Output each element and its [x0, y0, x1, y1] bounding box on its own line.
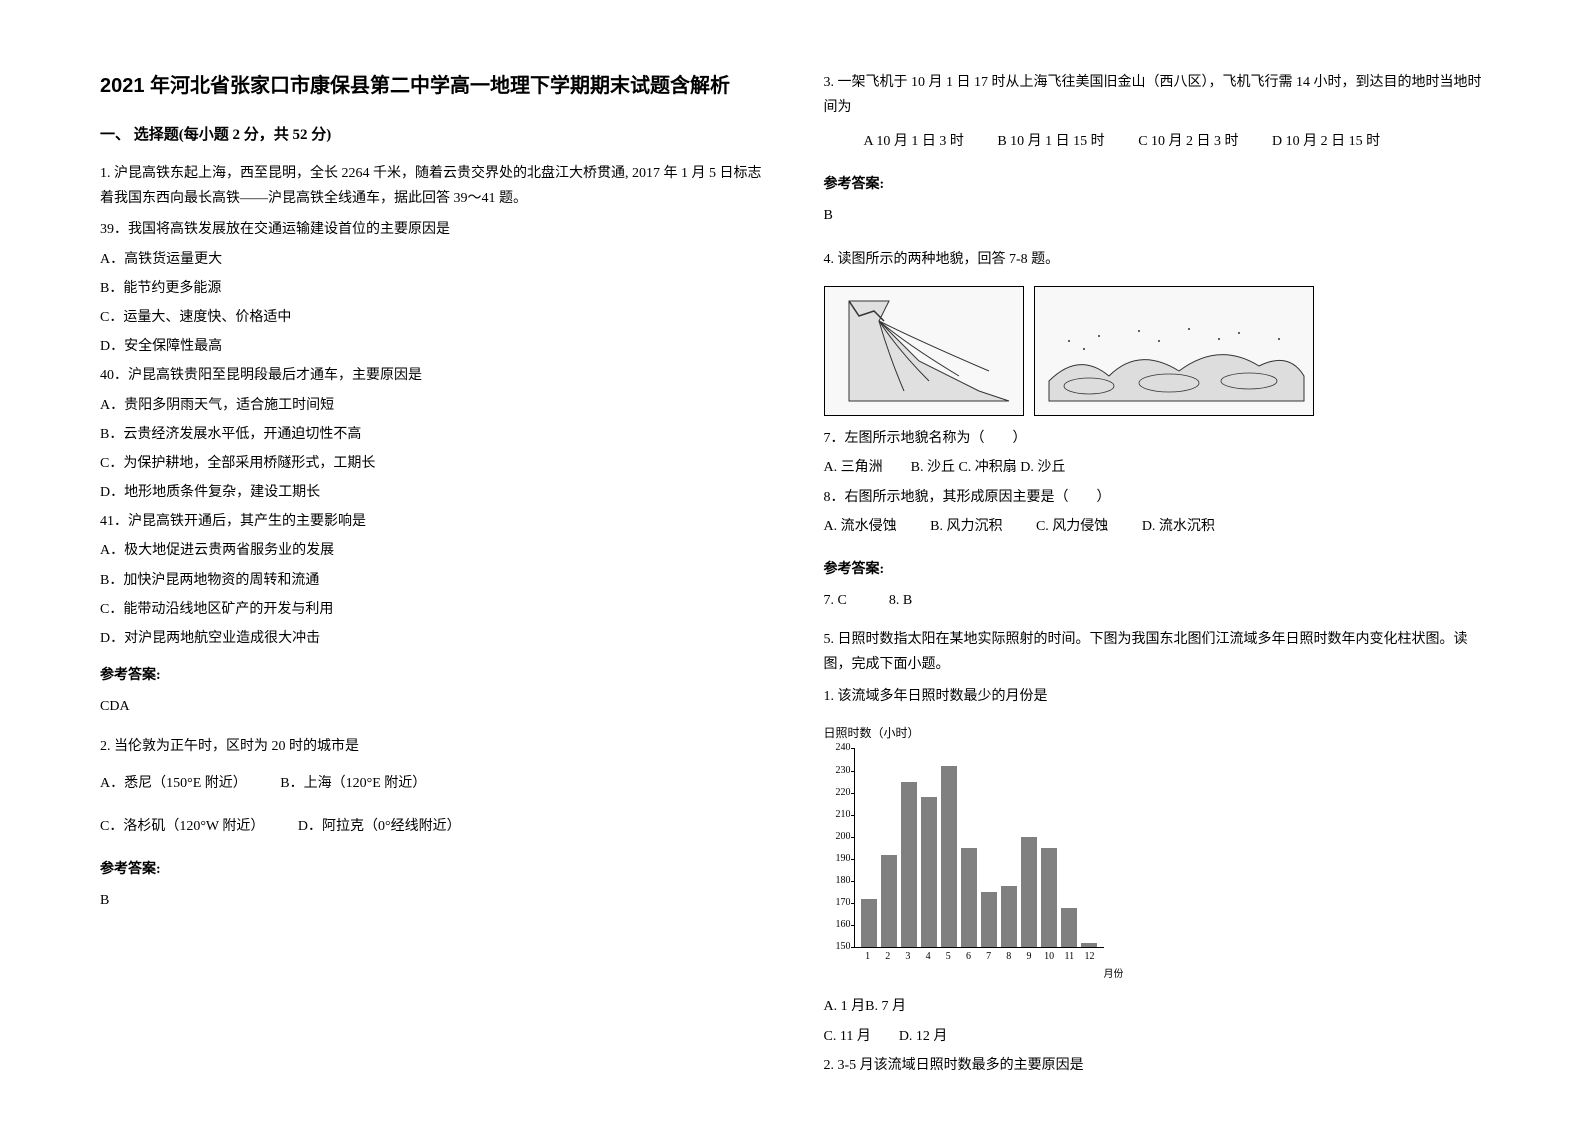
- answer-4: 7. C 8. B: [824, 588, 1488, 613]
- q39-opt-b: B．能节约更多能源: [100, 276, 764, 301]
- chart-bar: [861, 899, 877, 948]
- sand-dunes-icon: [1039, 291, 1309, 411]
- x-axis: 123456789101112: [854, 948, 1104, 966]
- answer-3: B: [824, 203, 1488, 228]
- chart-bar: [921, 797, 937, 947]
- q2-text: 2. 当伦敦为正午时，区时为 20 时的城市是: [100, 734, 764, 759]
- q3-opt-a: A 10 月 1 日 3 时: [864, 129, 964, 154]
- x-tick: 12: [1079, 948, 1099, 966]
- q2-opt-b: B．上海（120°E 附近）: [280, 771, 426, 796]
- alluvial-fan-icon: [829, 291, 1019, 411]
- x-tick: 3: [898, 948, 918, 966]
- chart-bar: [881, 855, 897, 948]
- q4-text: 4. 读图所示的两种地貌，回答 7-8 题。: [824, 247, 1488, 272]
- q2-opt-c: C．洛杉矶（120°W 附近）: [100, 814, 264, 839]
- right-column: 3. 一架飞机于 10 月 1 日 17 时从上海飞往美国旧金山（西八区），飞机…: [824, 70, 1488, 1082]
- figure-row: [824, 286, 1488, 416]
- q5-sub1: 1. 该流域多年日照时数最少的月份是: [824, 684, 1488, 709]
- q7-text: 7．左图所示地貌名称为（ ）: [824, 426, 1488, 451]
- q3-opt-c: C 10 月 2 日 3 时: [1138, 129, 1238, 154]
- chart-bar: [1081, 943, 1097, 947]
- answer-label-3: 参考答案:: [824, 172, 1488, 197]
- x-axis-label: 月份: [824, 966, 1124, 984]
- answer-1: CDA: [100, 694, 764, 719]
- y-axis: 240230220210200190180170160150: [825, 748, 851, 947]
- q8-opts: A. 流水侵蚀 B. 风力沉积 C. 风力侵蚀 D. 流水沉积: [824, 514, 1488, 543]
- q5-opts1: A. 1 月B. 7 月: [824, 994, 1488, 1019]
- q5-opts2: C. 11 月 D. 12 月: [824, 1024, 1488, 1049]
- q40-opt-d: D．地形地质条件复杂，建设工期长: [100, 480, 764, 505]
- q8-opt-c: C. 风力侵蚀: [1036, 514, 1108, 539]
- figure-alluvial-fan: [824, 286, 1024, 416]
- q7-opts: A. 三角洲 B. 沙丘 C. 冲积扇 D. 沙丘: [824, 455, 1488, 480]
- x-tick: 11: [1059, 948, 1079, 966]
- q40-opt-a: A．贵阳多阴雨天气，适合施工时间短: [100, 393, 764, 418]
- section-header: 一、 选择题(每小题 2 分，共 52 分): [100, 122, 764, 149]
- x-tick: 10: [1039, 948, 1059, 966]
- x-tick: 1: [858, 948, 878, 966]
- q39-opt-d: D．安全保障性最高: [100, 334, 764, 359]
- x-tick: 8: [999, 948, 1019, 966]
- chart-bar: [901, 782, 917, 948]
- chart-bar: [961, 848, 977, 948]
- chart-bar: [1001, 886, 1017, 948]
- q39-opt-a: A．高铁货运量更大: [100, 247, 764, 272]
- x-tick: 5: [938, 948, 958, 966]
- chart-bar: [1021, 837, 1037, 948]
- page-title: 2021 年河北省张家口市康保县第二中学高一地理下学期期末试题含解析: [100, 70, 764, 102]
- left-column: 2021 年河北省张家口市康保县第二中学高一地理下学期期末试题含解析 一、 选择…: [100, 70, 764, 1082]
- q40-text: 40．沪昆高铁贵阳至昆明段最后才通车，主要原因是: [100, 363, 764, 388]
- q5-sub2: 2. 3-5 月该流域日照时数最多的主要原因是: [824, 1053, 1488, 1078]
- q5-text: 5. 日照时数指太阳在某地实际照射的时间。下图为我国东北图们江流域多年日照时数年…: [824, 627, 1488, 677]
- q3-text: 3. 一架飞机于 10 月 1 日 17 时从上海飞往美国旧金山（西八区），飞机…: [824, 70, 1488, 120]
- q8-text: 8．右图所示地貌，其形成原因主要是（ ）: [824, 485, 1488, 510]
- q2-opt-d: D．阿拉克（0°经线附近）: [298, 814, 461, 839]
- q2-opts-row2: C．洛杉矶（120°W 附近） D．阿拉克（0°经线附近）: [100, 814, 764, 843]
- q3-opt-b: B 10 月 1 日 15 时: [997, 129, 1104, 154]
- chart-y-label: 日照时数（小时）: [824, 723, 1104, 745]
- q39-text: 39．我国将高铁发展放在交通运输建设首位的主要原因是: [100, 217, 764, 242]
- q2-opts-row1: A．悉尼（150°E 附近） B．上海（120°E 附近）: [100, 771, 764, 800]
- answer-2: B: [100, 888, 764, 913]
- q41-opt-b: B．加快沪昆两地物资的周转和流通: [100, 568, 764, 593]
- q2-opt-a: A．悉尼（150°E 附近）: [100, 771, 247, 796]
- x-tick: 4: [918, 948, 938, 966]
- chart-bar: [1061, 908, 1077, 948]
- sunshine-chart: 日照时数（小时） 240230220210200190180170160150 …: [824, 723, 1104, 985]
- q8-opt-d: D. 流水沉积: [1142, 514, 1215, 539]
- q40-opt-c: C．为保护耕地，全部采用桥隧形式，工期长: [100, 451, 764, 476]
- chart-bar: [1041, 848, 1057, 948]
- x-tick: 9: [1019, 948, 1039, 966]
- q8-opt-b: B. 风力沉积: [930, 514, 1002, 539]
- q1-intro: 1. 沪昆高铁东起上海，西至昆明，全长 2264 千米，随着云贵交界处的北盘江大…: [100, 161, 764, 211]
- x-tick: 2: [878, 948, 898, 966]
- q41-opt-d: D．对沪昆两地航空业造成很大冲击: [100, 626, 764, 651]
- answer-label-2: 参考答案:: [100, 857, 764, 882]
- chart-bar: [981, 892, 997, 947]
- q39-opt-c: C．运量大、速度快、价格适中: [100, 305, 764, 330]
- x-tick: 6: [958, 948, 978, 966]
- figure-sand-dunes: [1034, 286, 1314, 416]
- q40-opt-b: B．云贵经济发展水平低，开通迫切性不高: [100, 422, 764, 447]
- q41-text: 41．沪昆高铁开通后，其产生的主要影响是: [100, 509, 764, 534]
- q41-opt-c: C．能带动沿线地区矿产的开发与利用: [100, 597, 764, 622]
- q41-opt-a: A．极大地促进云贵两省服务业的发展: [100, 538, 764, 563]
- bar-chart-area: 240230220210200190180170160150: [854, 748, 1104, 948]
- chart-bar: [941, 766, 957, 947]
- q3-opts: A 10 月 1 日 3 时 B 10 月 1 日 15 时 C 10 月 2 …: [824, 129, 1488, 158]
- x-tick: 7: [979, 948, 999, 966]
- q3-opt-d: D 10 月 2 日 15 时: [1272, 129, 1380, 154]
- answer-label-1: 参考答案:: [100, 663, 764, 688]
- q8-opt-a: A. 流水侵蚀: [824, 514, 897, 539]
- answer-label-4: 参考答案:: [824, 557, 1488, 582]
